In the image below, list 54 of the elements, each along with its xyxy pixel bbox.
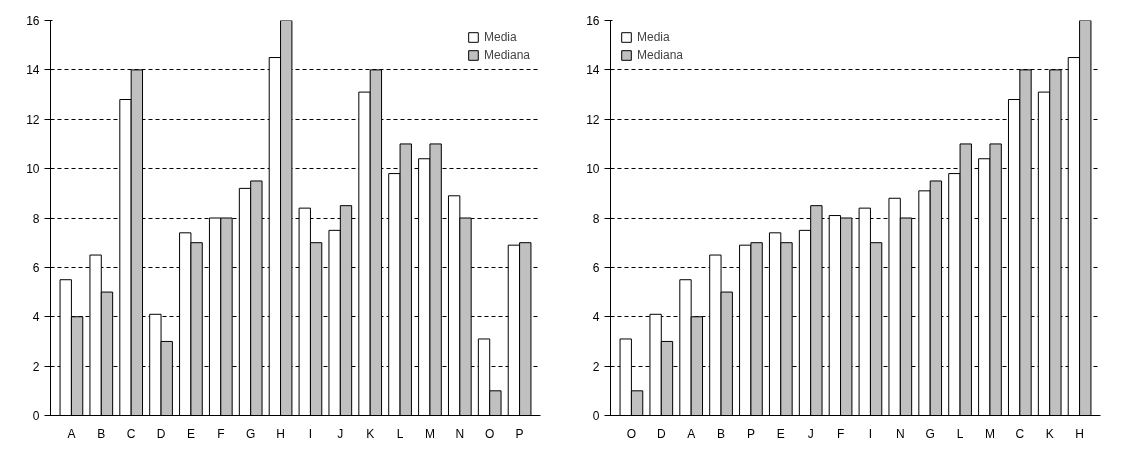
x-tick-label: L <box>396 426 404 441</box>
x-tick-label: B <box>97 426 106 441</box>
y-tick-label: 8 <box>32 211 40 226</box>
x-tick-label: P <box>515 426 524 441</box>
x-tick-label: C <box>1015 426 1025 441</box>
x-tick-label: F <box>836 426 845 441</box>
y-tick-label: 4 <box>592 310 600 325</box>
x-tick-label: F <box>217 426 225 441</box>
x-tick-label: A <box>687 426 696 441</box>
x-tick-label: D <box>156 426 166 441</box>
y-tick-label: 4 <box>32 310 40 325</box>
x-tick-label: E <box>776 426 785 441</box>
x-tick-label: I <box>868 426 873 441</box>
x-tick-label: C <box>126 426 136 441</box>
y-tick-label: 6 <box>592 260 600 275</box>
x-tick-label: B <box>717 426 726 441</box>
x-tick-label: G <box>246 426 256 441</box>
y-tick-label: 12 <box>26 112 40 127</box>
y-tick-label: 0 <box>592 409 600 423</box>
x-tick-label: P <box>746 426 755 441</box>
x-tick-label: H <box>276 426 285 441</box>
legend-label: Mediana <box>483 48 530 62</box>
y-tick-label: 16 <box>26 14 40 28</box>
x-tick-label: K <box>366 426 375 441</box>
y-tick-label: 6 <box>32 260 40 275</box>
x-tick-label: L <box>956 426 964 441</box>
y-tick-label: 10 <box>586 162 600 177</box>
y-tick-label: 14 <box>586 63 600 78</box>
x-tick-label: J <box>807 426 814 441</box>
y-tick-label: 10 <box>26 162 40 177</box>
legend-label: Media <box>637 30 670 44</box>
x-tick-label: M <box>984 426 995 441</box>
y-tick-label: 0 <box>32 409 40 423</box>
y-tick-label: 12 <box>586 112 600 127</box>
y-tick-label: 2 <box>32 359 40 374</box>
legend-label: Mediana <box>637 48 684 62</box>
x-tick-label: J <box>337 426 344 441</box>
y-tick-label: 14 <box>26 63 40 78</box>
y-tick-label: 2 <box>592 359 600 374</box>
x-tick-label: H <box>1075 426 1084 441</box>
x-tick-label: M <box>424 426 435 441</box>
x-tick-label: O <box>485 426 495 441</box>
y-tick-label: 8 <box>592 211 600 226</box>
x-tick-label: G <box>925 426 935 441</box>
x-tick-label: K <box>1045 426 1054 441</box>
x-tick-label: N <box>895 426 905 441</box>
legend-label: Media <box>483 30 517 44</box>
x-tick-label: E <box>186 426 195 441</box>
x-tick-label: I <box>308 426 313 441</box>
x-tick-label: N <box>455 426 465 441</box>
y-tick-label: 16 <box>586 14 600 28</box>
x-tick-label: D <box>656 426 666 441</box>
x-tick-label: A <box>67 426 76 441</box>
x-tick-label: O <box>626 426 637 441</box>
